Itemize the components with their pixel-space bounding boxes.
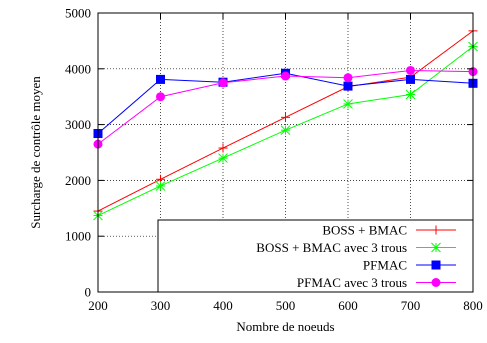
y-tick-label: 5000 — [65, 6, 91, 21]
legend-label: BOSS + BMAC avec 3 trous — [256, 240, 407, 255]
data-point — [155, 181, 166, 191]
data-point — [280, 125, 291, 136]
legend-label: BOSS + BMAC — [322, 223, 407, 238]
data-point — [156, 74, 165, 84]
x-tick-label: 400 — [213, 298, 233, 313]
legend-box — [157, 219, 474, 293]
x-tick-label: 800 — [463, 298, 483, 313]
x-tick-label: 500 — [276, 298, 296, 313]
data-point — [281, 71, 290, 81]
y-tick-label: 3000 — [65, 117, 91, 132]
data-point — [218, 153, 228, 163]
x-tick-label: 300 — [151, 298, 171, 313]
legend-entry: PFMAC — [363, 258, 456, 273]
data-point — [218, 143, 228, 153]
legend-label: PFMAC avec 3 trous — [297, 275, 407, 290]
x-axis-title: Nombre de noeuds — [236, 319, 334, 334]
series-layer — [93, 26, 478, 221]
legend-label: PFMAC — [363, 258, 407, 273]
legend-entry: PFMAC avec 3 trous — [297, 275, 456, 290]
legend-marker — [431, 242, 441, 253]
y-tick-label: 0 — [85, 285, 92, 300]
legend: BOSS + BMAC BOSS + BMAC avec 3 trous PFMAC… — [157, 219, 474, 293]
data-point — [406, 65, 415, 75]
data-point — [281, 112, 290, 122]
legend-marker — [431, 278, 441, 287]
y-tick-label: 1000 — [65, 229, 91, 244]
data-point — [343, 73, 353, 83]
y-axis-title: Surcharge de contrôle moyen — [28, 76, 43, 229]
y-tick-label: 2000 — [65, 173, 91, 188]
legend-marker — [431, 260, 441, 270]
x-tick-label: 600 — [338, 298, 358, 313]
data-point — [343, 99, 353, 109]
legend-entry: BOSS + BMAC — [322, 223, 456, 238]
legend-entry: BOSS + BMAC avec 3 trous — [256, 240, 456, 255]
data-point — [343, 81, 353, 91]
data-point — [405, 89, 416, 100]
legend-marker — [431, 225, 441, 235]
x-tick-label: 200 — [88, 298, 108, 313]
y-tick-label: 4000 — [65, 61, 91, 76]
data-point — [218, 78, 228, 88]
axis-ticks: 0 1000 2000 3000 4000 5000 200 300 400 500 600 700 8… — [65, 6, 483, 314]
data-point — [406, 74, 415, 84]
data-point — [156, 92, 165, 102]
x-tick-label: 700 — [401, 298, 421, 313]
